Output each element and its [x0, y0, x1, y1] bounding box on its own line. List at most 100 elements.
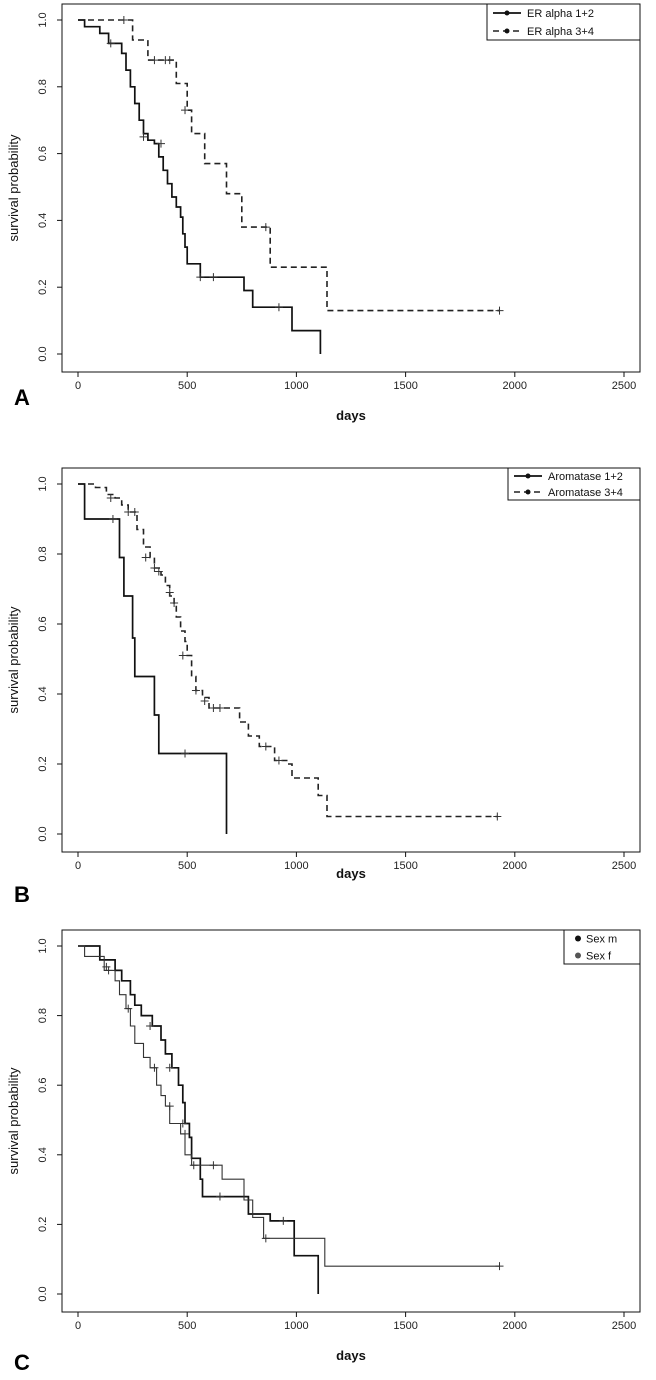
censor-mark	[141, 553, 150, 562]
y-tick-label: 0.8	[37, 546, 49, 561]
legend-label: ER alpha 3+4	[527, 26, 594, 38]
censor-mark	[178, 651, 187, 660]
x-tick-label: 2000	[503, 860, 527, 872]
y-tick-label: 1.0	[37, 12, 49, 27]
panel-letter: B	[14, 882, 30, 907]
censor-mark	[146, 1022, 155, 1031]
censor-mark	[189, 1161, 198, 1170]
y-tick-label: 0.0	[37, 1286, 49, 1301]
censor-mark	[108, 515, 117, 523]
censor-mark	[119, 16, 128, 24]
y-tick-label: 0.6	[37, 616, 49, 631]
censor-mark	[170, 599, 179, 607]
legend-label: Sex f	[586, 951, 612, 963]
plot-frame	[61, 3, 641, 373]
legend-label: Aromatase 3+4	[548, 487, 623, 499]
censor-mark	[196, 273, 205, 282]
x-tick-label: 2500	[612, 1320, 636, 1332]
y-tick-label: 0.4	[37, 686, 49, 701]
legend-marker	[504, 28, 510, 34]
legend-marker	[525, 489, 531, 495]
chart-panel-c: 0 500 1000 1500 2000 2500 0.0 0.2 0.4 0.6 0.8 1.0 da…	[0, 920, 656, 1380]
censor-mark	[106, 39, 115, 48]
x-tick-label: 1000	[284, 860, 308, 872]
y-tick-label: 0.8	[37, 79, 49, 94]
survival-curve-2	[78, 945, 500, 1267]
x-tick-label: 0	[75, 860, 81, 872]
censor-mark	[200, 697, 209, 705]
x-tick-label: 1500	[393, 1320, 417, 1332]
y-tick-label: 0.4	[37, 213, 49, 228]
x-tick-label: 2000	[503, 380, 527, 392]
legend-marker	[575, 935, 581, 942]
censor-mark	[154, 567, 163, 576]
censor-mark	[165, 56, 174, 65]
censor-mark	[181, 749, 190, 758]
censor-mark	[215, 704, 224, 712]
legend-marker	[575, 952, 581, 959]
x-tick-label: 500	[178, 860, 196, 872]
y-tick-label: 0.4	[37, 1147, 49, 1162]
legend-marker	[525, 473, 531, 479]
plot-frame	[61, 929, 641, 1313]
survival-curve-1	[78, 945, 320, 1294]
legend-box	[563, 929, 641, 965]
survival-chart-a: 0 500 1000 1500 2000 2500 0.0 0.2 0.4 0.6 0.8 1.0 da…	[6, 3, 641, 423]
x-tick-label: 1500	[393, 860, 417, 872]
censor-mark	[209, 1161, 218, 1170]
y-tick-label: 0.2	[37, 756, 49, 771]
legend-label: Sex m	[586, 934, 617, 946]
x-tick-label: 500	[178, 1320, 196, 1332]
censor-mark	[215, 1192, 224, 1201]
censor-mark	[261, 223, 270, 232]
y-axis-label: survival probability	[6, 606, 21, 713]
x-tick-label: 0	[75, 1320, 81, 1332]
legend-box	[486, 3, 641, 41]
censor-mark	[150, 1063, 159, 1072]
x-tick-label: 500	[178, 380, 196, 392]
censor-mark	[150, 56, 159, 65]
survival-chart-c: 0 500 1000 1500 2000 2500 0.0 0.2 0.4 0.6 0.8 1.0 da…	[6, 929, 641, 1375]
legend-label: ER alpha 1+2	[527, 8, 594, 20]
legend-box	[507, 467, 641, 501]
x-tick-label: 1000	[284, 1320, 308, 1332]
censor-mark	[191, 686, 200, 695]
y-tick-label: 0.6	[37, 1078, 49, 1093]
y-tick-label: 0.8	[37, 1008, 49, 1023]
y-tick-label: 0.2	[37, 1217, 49, 1232]
legend-marker	[504, 10, 510, 16]
y-tick-label: 1.0	[37, 938, 49, 953]
chart-panel-a: 0 500 1000 1500 2000 2500 0.0 0.2 0.4 0.6 0.8 1.0 da…	[0, 0, 656, 455]
panel-letter: C	[14, 1350, 30, 1375]
x-tick-label: 2500	[612, 860, 636, 872]
censor-mark	[279, 1216, 288, 1225]
chart-panel-b: 0 500 1000 1500 2000 2500 0.0 0.2 0.4 0.6 0.8 1.0 da…	[0, 460, 656, 915]
censor-mark	[106, 494, 115, 502]
x-axis-label: days	[336, 866, 366, 881]
y-tick-label: 0.2	[37, 280, 49, 295]
y-tick-label: 0.0	[37, 826, 49, 841]
x-tick-label: 1000	[284, 380, 308, 392]
survival-curve-1	[78, 483, 228, 834]
censor-mark	[165, 588, 174, 597]
plot-frame	[61, 467, 641, 853]
y-tick-label: 1.0	[37, 476, 49, 491]
censor-mark	[209, 273, 218, 282]
censor-mark	[150, 564, 159, 572]
censor-mark	[181, 1129, 190, 1138]
censor-mark	[495, 306, 504, 315]
censor-mark	[181, 106, 190, 115]
y-tick-label: 0.0	[37, 346, 49, 361]
censor-mark	[104, 966, 113, 975]
censor-mark	[261, 742, 270, 751]
censor-mark	[495, 1262, 504, 1271]
survival-curve-2	[78, 483, 498, 818]
y-axis-label: survival probability	[6, 1067, 21, 1174]
legend-label: Aromatase 1+2	[548, 471, 623, 483]
x-tick-label: 2500	[612, 380, 636, 392]
x-tick-label: 1500	[393, 380, 417, 392]
x-tick-label: 2000	[503, 1320, 527, 1332]
censor-mark	[139, 132, 148, 141]
censor-mark	[124, 1004, 133, 1013]
y-tick-label: 0.6	[37, 146, 49, 161]
